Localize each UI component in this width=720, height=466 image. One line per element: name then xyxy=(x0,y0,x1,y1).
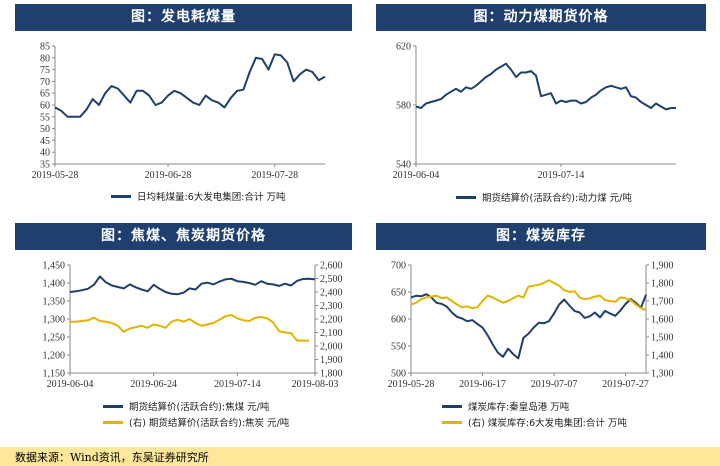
panel-title: 图：煤炭库存 xyxy=(376,223,706,250)
y2-tick-label: 1,600 xyxy=(651,315,674,326)
y-tick-label: 620 xyxy=(396,42,411,53)
x-tick-label: 2019-06-04 xyxy=(47,379,94,390)
legend-label: 煤炭库存:秦皇岛港 万吨 xyxy=(468,402,570,413)
legend-swatch xyxy=(442,404,462,408)
legend-label: (右) 期货结算价(活跃合约):焦炭 元/吨 xyxy=(129,418,290,429)
legend-label: (右) 煤炭库存:6大发电集团:合计 万吨 xyxy=(468,418,627,429)
y-tick-label: 500 xyxy=(391,369,406,380)
x-tick-label: 2019-06-28 xyxy=(145,170,192,181)
x-tick-label: 2019-06-17 xyxy=(459,379,506,390)
footer: 数据来源：Wind资讯，东吴证券研究所 xyxy=(0,447,720,466)
y-tick-label: 35 xyxy=(40,160,50,171)
series-line-primary xyxy=(69,275,316,296)
x-tick-label: 2019-05-28 xyxy=(388,379,435,390)
x-tick-label: 2019-06-24 xyxy=(130,379,177,390)
y2-tick-label: 1,400 xyxy=(651,351,674,362)
y-tick-label: 80 xyxy=(40,53,50,64)
y2-tick-label: 2,300 xyxy=(320,301,343,312)
y2-tick-label: 1,900 xyxy=(320,355,343,366)
y-tick-label: 45 xyxy=(40,136,50,147)
legend-item-coke: (右) 期货结算价(活跃合约):焦炭 元/吨 xyxy=(103,415,289,429)
panel-title: 图：动力煤期货价格 xyxy=(376,4,706,31)
x-tick-label: 2019-05-28 xyxy=(32,170,79,181)
legend-swatch xyxy=(111,194,131,198)
y-tick-label: 50 xyxy=(40,124,50,135)
y-tick-label: 540 xyxy=(396,160,411,171)
y-tick-label: 70 xyxy=(40,77,50,88)
y-tick-label: 65 xyxy=(40,89,50,100)
legend-swatch xyxy=(103,420,123,424)
y-tick-label: 40 xyxy=(40,148,50,159)
legend-swatch xyxy=(442,420,462,424)
y-tick-label: 1,350 xyxy=(43,297,66,308)
legend-label: 日均耗煤量:6大发电集团:合计 万吨 xyxy=(137,192,286,203)
legend-swatch xyxy=(456,195,476,199)
chart-thermal-coal-futures: 540 580 620 2019-06-04 2019-07-14 xyxy=(393,42,676,181)
x-tick-label: 2019-07-07 xyxy=(531,379,578,390)
y2-tick-label: 2,400 xyxy=(320,288,343,299)
y-tick-label: 1,250 xyxy=(43,333,66,344)
y-tick-label: 1,200 xyxy=(43,351,66,362)
y2-tick-label: 1,800 xyxy=(320,369,343,380)
legend-label: 期货结算价(活跃合约):动力煤 元/吨 xyxy=(482,193,632,204)
panel-thermal-coal-futures: 图：动力煤期货价格 540 580 620 2019-06-04 2019-07-14 … xyxy=(376,4,706,223)
y2-tick-label: 1,300 xyxy=(651,369,674,380)
legend-item-daily-coal-consumption: 日均耗煤量:6大发电集团:合计 万吨 xyxy=(111,189,285,203)
series-line-primary xyxy=(54,53,326,118)
x-tick-label: 2019-08-03 xyxy=(292,379,339,390)
legend: 煤炭库存:秦皇岛港 万吨 (右) 煤炭库存:6大发电集团:合计 万吨 xyxy=(376,399,706,445)
y2-tick-label: 1,900 xyxy=(651,261,674,272)
legend-label: 期货结算价(活跃合约):焦煤 元/吨 xyxy=(129,402,270,413)
y-tick-label: 700 xyxy=(391,261,406,272)
y2-tick-label: 2,600 xyxy=(320,261,343,272)
y2-tick-label: 2,500 xyxy=(320,274,343,285)
y-tick-label: 85 xyxy=(40,42,50,53)
legend-swatch xyxy=(103,404,123,408)
y-tick-label: 1,300 xyxy=(43,315,66,326)
chart-coal-inventory: 500 550 600 650 700 1,300 1,400 1,500 1,600 1,700… xyxy=(388,261,674,391)
y-tick-label: 60 xyxy=(40,101,50,112)
legend-item-coking-coal: 期货结算价(活跃合约):焦煤 元/吨 xyxy=(103,399,269,413)
legend: 期货结算价(活跃合约):焦煤 元/吨 (右) 期货结算价(活跃合约):焦炭 元/… xyxy=(15,399,352,445)
chart-coking-coal-coke-futures: 1,150 1,200 1,250 1,300 1,350 1,400 1,450 1,800… xyxy=(43,261,343,391)
y-tick-label: 550 xyxy=(391,342,406,353)
y-tick-label: 600 xyxy=(391,315,406,326)
panel-coal-inventory: 图：煤炭库存 500 550 600 650 700 1,300 1,400 1,500 1,6… xyxy=(376,223,706,445)
y2-tick-label: 2,200 xyxy=(320,315,343,326)
series-line-secondary xyxy=(410,279,647,311)
y-tick-label: 1,150 xyxy=(43,369,66,380)
y-tick-label: 1,450 xyxy=(43,261,66,272)
legend: 日均耗煤量:6大发电集团:合计 万吨 xyxy=(15,189,352,219)
y2-tick-label: 2,100 xyxy=(320,328,343,339)
panel-coking-coal-coke-futures: 图：焦煤、焦炭期货价格 1,150 1,200 1,250 1,300 1,350 1,4… xyxy=(15,223,352,445)
x-tick-label: 2019-07-14 xyxy=(214,379,261,390)
series-line-secondary xyxy=(70,314,309,342)
data-source-note: 数据来源：Wind资讯，东吴证券研究所 xyxy=(15,451,209,464)
y-tick-label: 75 xyxy=(40,65,50,76)
y-tick-label: 1,400 xyxy=(43,279,66,290)
x-tick-label: 2019-07-27 xyxy=(602,379,649,390)
y2-tick-label: 1,700 xyxy=(651,297,674,308)
y-tick-label: 650 xyxy=(391,288,406,299)
panel-title: 图：焦煤、焦炭期货价格 xyxy=(15,223,352,250)
legend-item-power-groups: (右) 煤炭库存:6大发电集团:合计 万吨 xyxy=(442,415,627,429)
y2-tick-label: 1,800 xyxy=(651,279,674,290)
y2-tick-label: 2,000 xyxy=(320,342,343,353)
y-tick-label: 580 xyxy=(396,101,411,112)
legend: 期货结算价(活跃合约):动力煤 元/吨 xyxy=(376,190,706,220)
x-tick-label: 2019-07-28 xyxy=(251,170,298,181)
x-tick-label: 2019-07-14 xyxy=(538,170,585,181)
x-tick-label: 2019-06-04 xyxy=(393,170,440,181)
legend-item-thermal-coal: 期货结算价(活跃合约):动力煤 元/吨 xyxy=(456,190,632,204)
legend-item-qinhuangdao: 煤炭库存:秦皇岛港 万吨 xyxy=(442,399,569,413)
panel-power-coal-consumption: 图：发电耗煤量 35 40 45 50 55 60 65 70 75 80 85 2019-05-28… xyxy=(15,4,352,223)
panel-title: 图：发电耗煤量 xyxy=(15,4,352,31)
y2-tick-label: 1,500 xyxy=(651,333,674,344)
series-line-primary xyxy=(410,293,647,360)
series-line-primary xyxy=(415,62,676,111)
y-tick-label: 55 xyxy=(40,112,50,123)
